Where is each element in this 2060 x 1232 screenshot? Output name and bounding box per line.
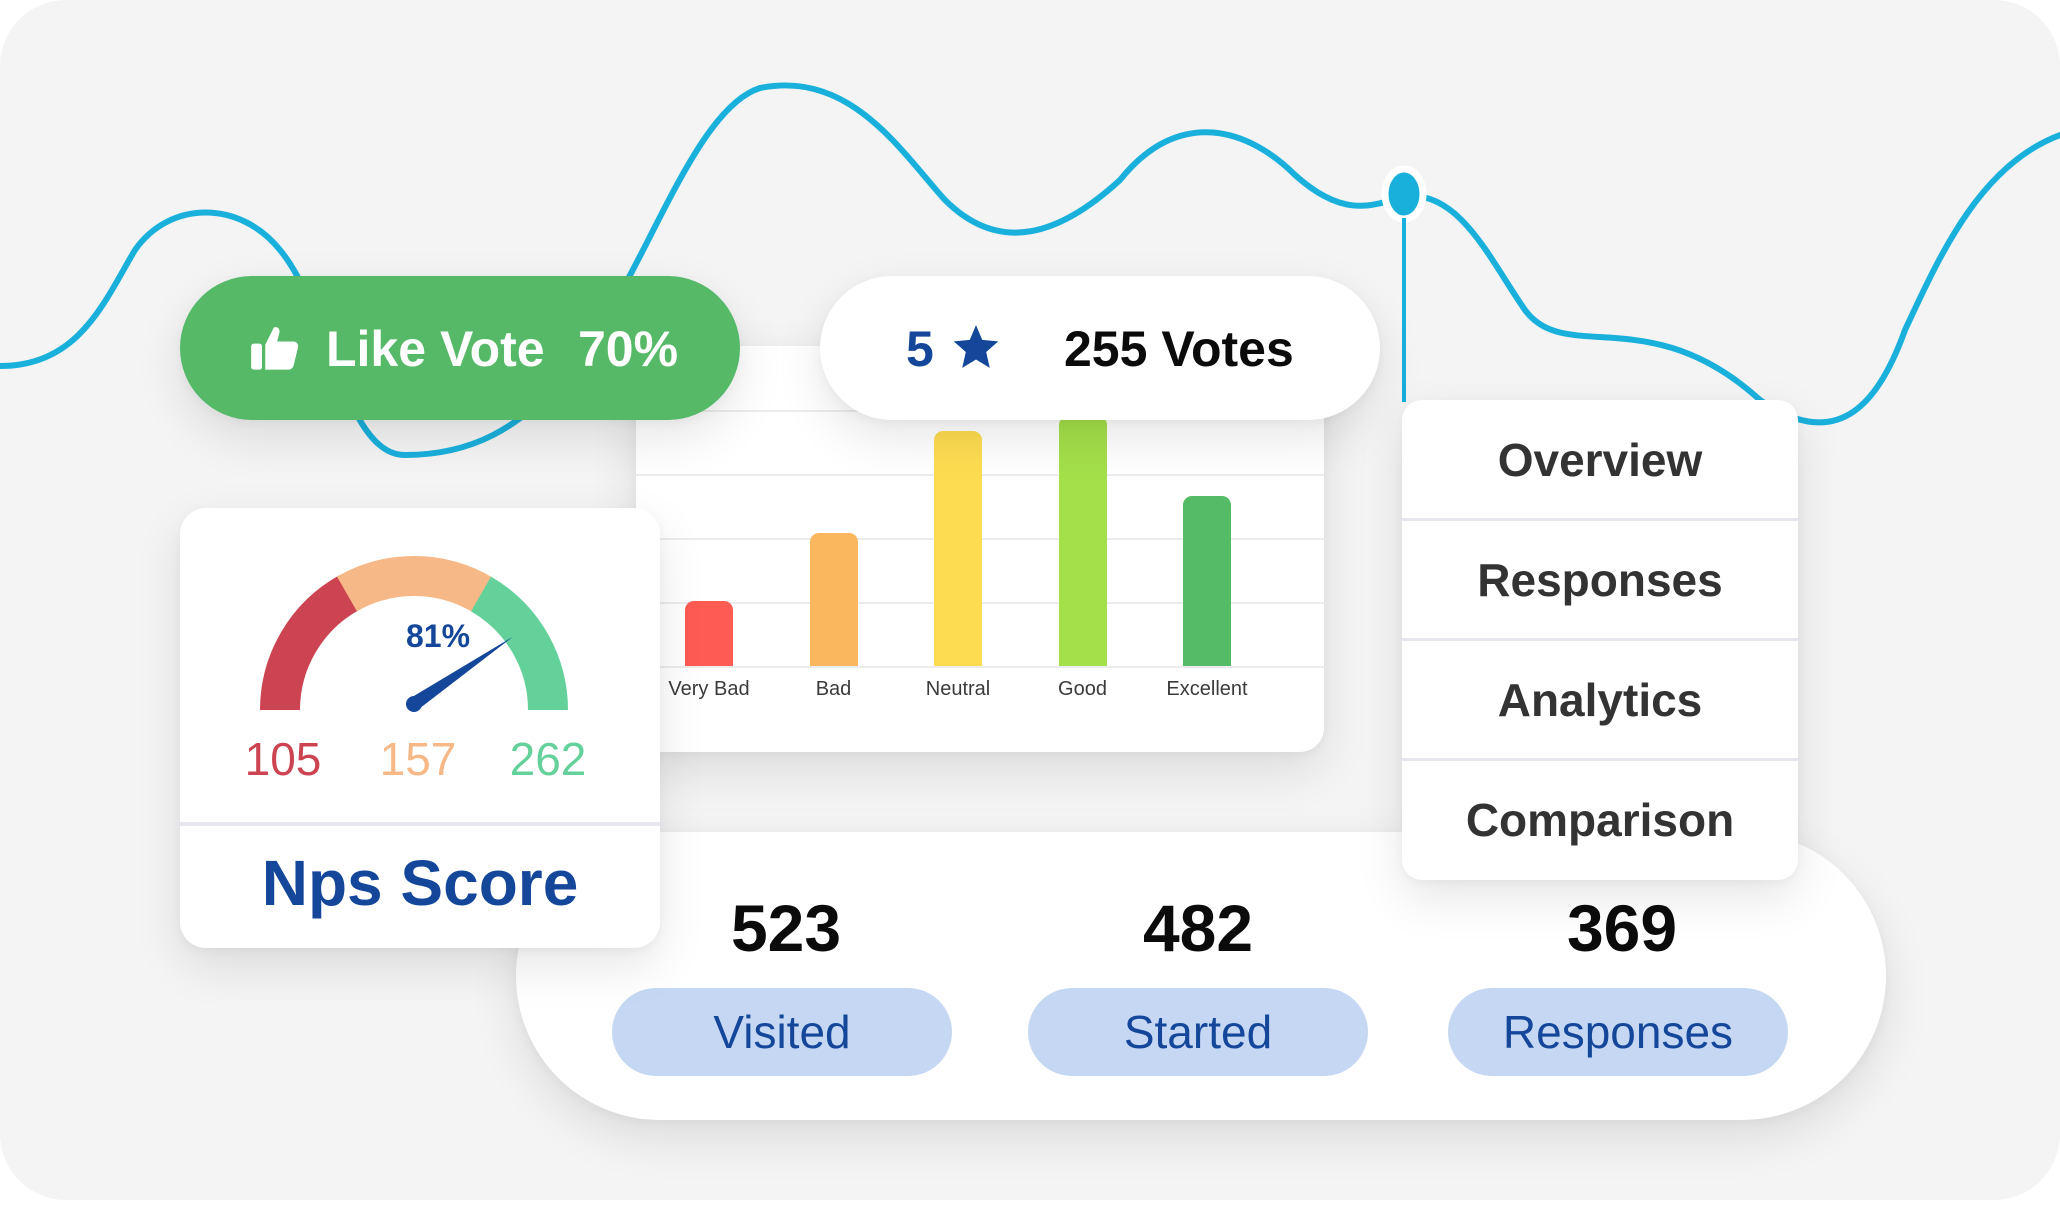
thumbs-up-icon xyxy=(251,327,299,370)
bar-very-bad xyxy=(685,601,733,666)
started-count: 482 xyxy=(1142,891,1254,965)
bar-label: Neutral xyxy=(925,678,991,700)
menu-item-comparison[interactable]: Comparison xyxy=(1465,794,1735,846)
marker-line xyxy=(1402,218,1406,402)
votes-count: 255 Votes xyxy=(1064,321,1294,377)
like-vote-percent: 70% xyxy=(578,321,679,377)
visited-count: 523 xyxy=(730,891,842,965)
votes-pill: 5 255 Votes xyxy=(820,276,1380,420)
nps-gauge xyxy=(260,556,568,712)
nps-score-card: 81% 105 157 262 Nps Score xyxy=(180,508,660,948)
gauge-arc-detractors xyxy=(260,575,360,711)
promoters-count: 262 xyxy=(509,733,587,785)
bar-good xyxy=(1058,416,1107,666)
stats-card: 523 482 369 Visited Started Responses xyxy=(516,832,1886,1120)
bar-neutral xyxy=(934,431,982,666)
detractors-count: 105 xyxy=(244,733,322,785)
like-vote-pill: Like Vote 70% xyxy=(180,276,740,420)
gauge-needle xyxy=(410,636,514,710)
menu-item-overview[interactable]: Overview xyxy=(1497,434,1703,486)
divider xyxy=(180,822,660,826)
visited-button[interactable]: Visited xyxy=(612,988,952,1076)
responses-count: 369 xyxy=(1566,891,1678,965)
started-button[interactable]: Started xyxy=(1028,988,1368,1076)
menu-divider xyxy=(1402,518,1798,521)
menu-divider xyxy=(1402,758,1798,761)
nps-title: Nps Score xyxy=(261,847,579,919)
bar-excellent xyxy=(1183,496,1231,666)
star-icon xyxy=(953,325,999,368)
nav-menu: Overview Responses Analytics Comparison xyxy=(1402,400,1798,880)
bar-label: Excellent xyxy=(1166,678,1248,700)
gauge-arc-passives xyxy=(336,556,494,613)
grid-line xyxy=(636,666,1324,668)
gauge-arc-promoters xyxy=(470,576,568,711)
bar-label: Very Bad xyxy=(668,678,750,700)
bar-bad xyxy=(809,533,858,666)
menu-item-responses[interactable]: Responses xyxy=(1477,554,1723,606)
star-rating-value: 5 xyxy=(906,321,934,377)
gauge-needle-hub xyxy=(406,696,422,712)
like-vote-label: Like Vote xyxy=(326,321,545,377)
gauge-percent: 81% xyxy=(405,618,471,654)
passives-count: 157 xyxy=(379,733,457,785)
bar-label: Bad xyxy=(815,678,852,700)
bar-label: Good xyxy=(1058,678,1107,700)
menu-item-analytics[interactable]: Analytics xyxy=(1497,674,1703,726)
menu-divider xyxy=(1402,638,1798,641)
responses-button[interactable]: Responses xyxy=(1448,988,1788,1076)
